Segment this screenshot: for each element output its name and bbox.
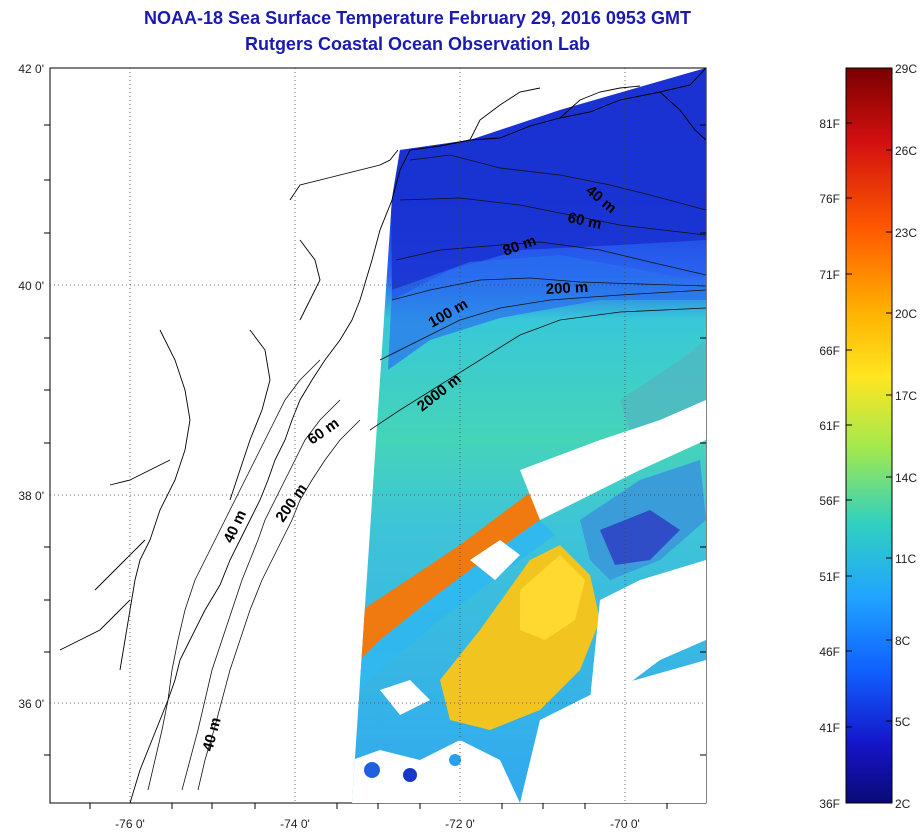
- contour-label: 60 m: [566, 209, 603, 233]
- celsius-label: 26C: [895, 144, 917, 158]
- celsius-label: 23C: [895, 226, 917, 240]
- map-title: NOAA-18 Sea Surface Temperature February…: [144, 8, 691, 28]
- coastline: [59, 67, 707, 804]
- fahrenheit-label: 76F: [819, 192, 840, 206]
- contour-label: 200 m: [545, 279, 588, 298]
- lon-tick-label: -74 0': [280, 817, 310, 831]
- lat-tick-label: 42 0': [18, 62, 44, 76]
- isobath-contours: [147, 154, 707, 791]
- celsius-label: 20C: [895, 307, 917, 321]
- celsius-label: 14C: [895, 471, 917, 485]
- lon-tick-label: -76 0': [115, 817, 145, 831]
- colorbar-fahrenheit-labels: 81F 76F 71F 66F 61F 56F 51F 46F 41F 36F: [819, 117, 852, 811]
- lat-tick-label: 36 0': [18, 697, 44, 711]
- fahrenheit-label: 56F: [819, 494, 840, 508]
- celsius-label: 5C: [895, 715, 911, 729]
- fahrenheit-label: 66F: [819, 344, 840, 358]
- lon-labels: -76 0' -74 0' -72 0' -70 0': [115, 817, 640, 831]
- fahrenheit-label: 61F: [819, 419, 840, 433]
- lat-labels: 42 0' 40 0' 38 0' 36 0': [18, 62, 44, 711]
- lon-tick-label: -70 0': [610, 817, 640, 831]
- fahrenheit-label: 51F: [819, 570, 840, 584]
- fahrenheit-label: 81F: [819, 117, 840, 131]
- lat-tick-label: 38 0': [18, 489, 44, 503]
- graticule: [50, 68, 706, 803]
- celsius-label: 29C: [895, 62, 917, 76]
- fahrenheit-label: 41F: [819, 721, 840, 735]
- celsius-label: 11C: [895, 552, 916, 566]
- lon-tick-label: -72 0': [445, 817, 475, 831]
- celsius-label: 8C: [895, 634, 911, 648]
- fahrenheit-label: 71F: [819, 268, 840, 282]
- fahrenheit-label: 46F: [819, 645, 840, 659]
- fahrenheit-label: 36F: [819, 797, 840, 811]
- map-subtitle: Rutgers Coastal Ocean Observation Lab: [244, 34, 591, 54]
- temperature-colorbar: [845, 67, 893, 804]
- sst-swath: [352, 68, 706, 803]
- axis-ticks: [44, 124, 706, 809]
- colorbar-celsius-labels: 29C 26C 23C 20C 17C 14C 11C 8C 5C 2C: [886, 62, 917, 811]
- lat-tick-label: 40 0': [18, 279, 44, 293]
- celsius-label: 17C: [895, 389, 917, 403]
- celsius-label: 2C: [895, 797, 911, 811]
